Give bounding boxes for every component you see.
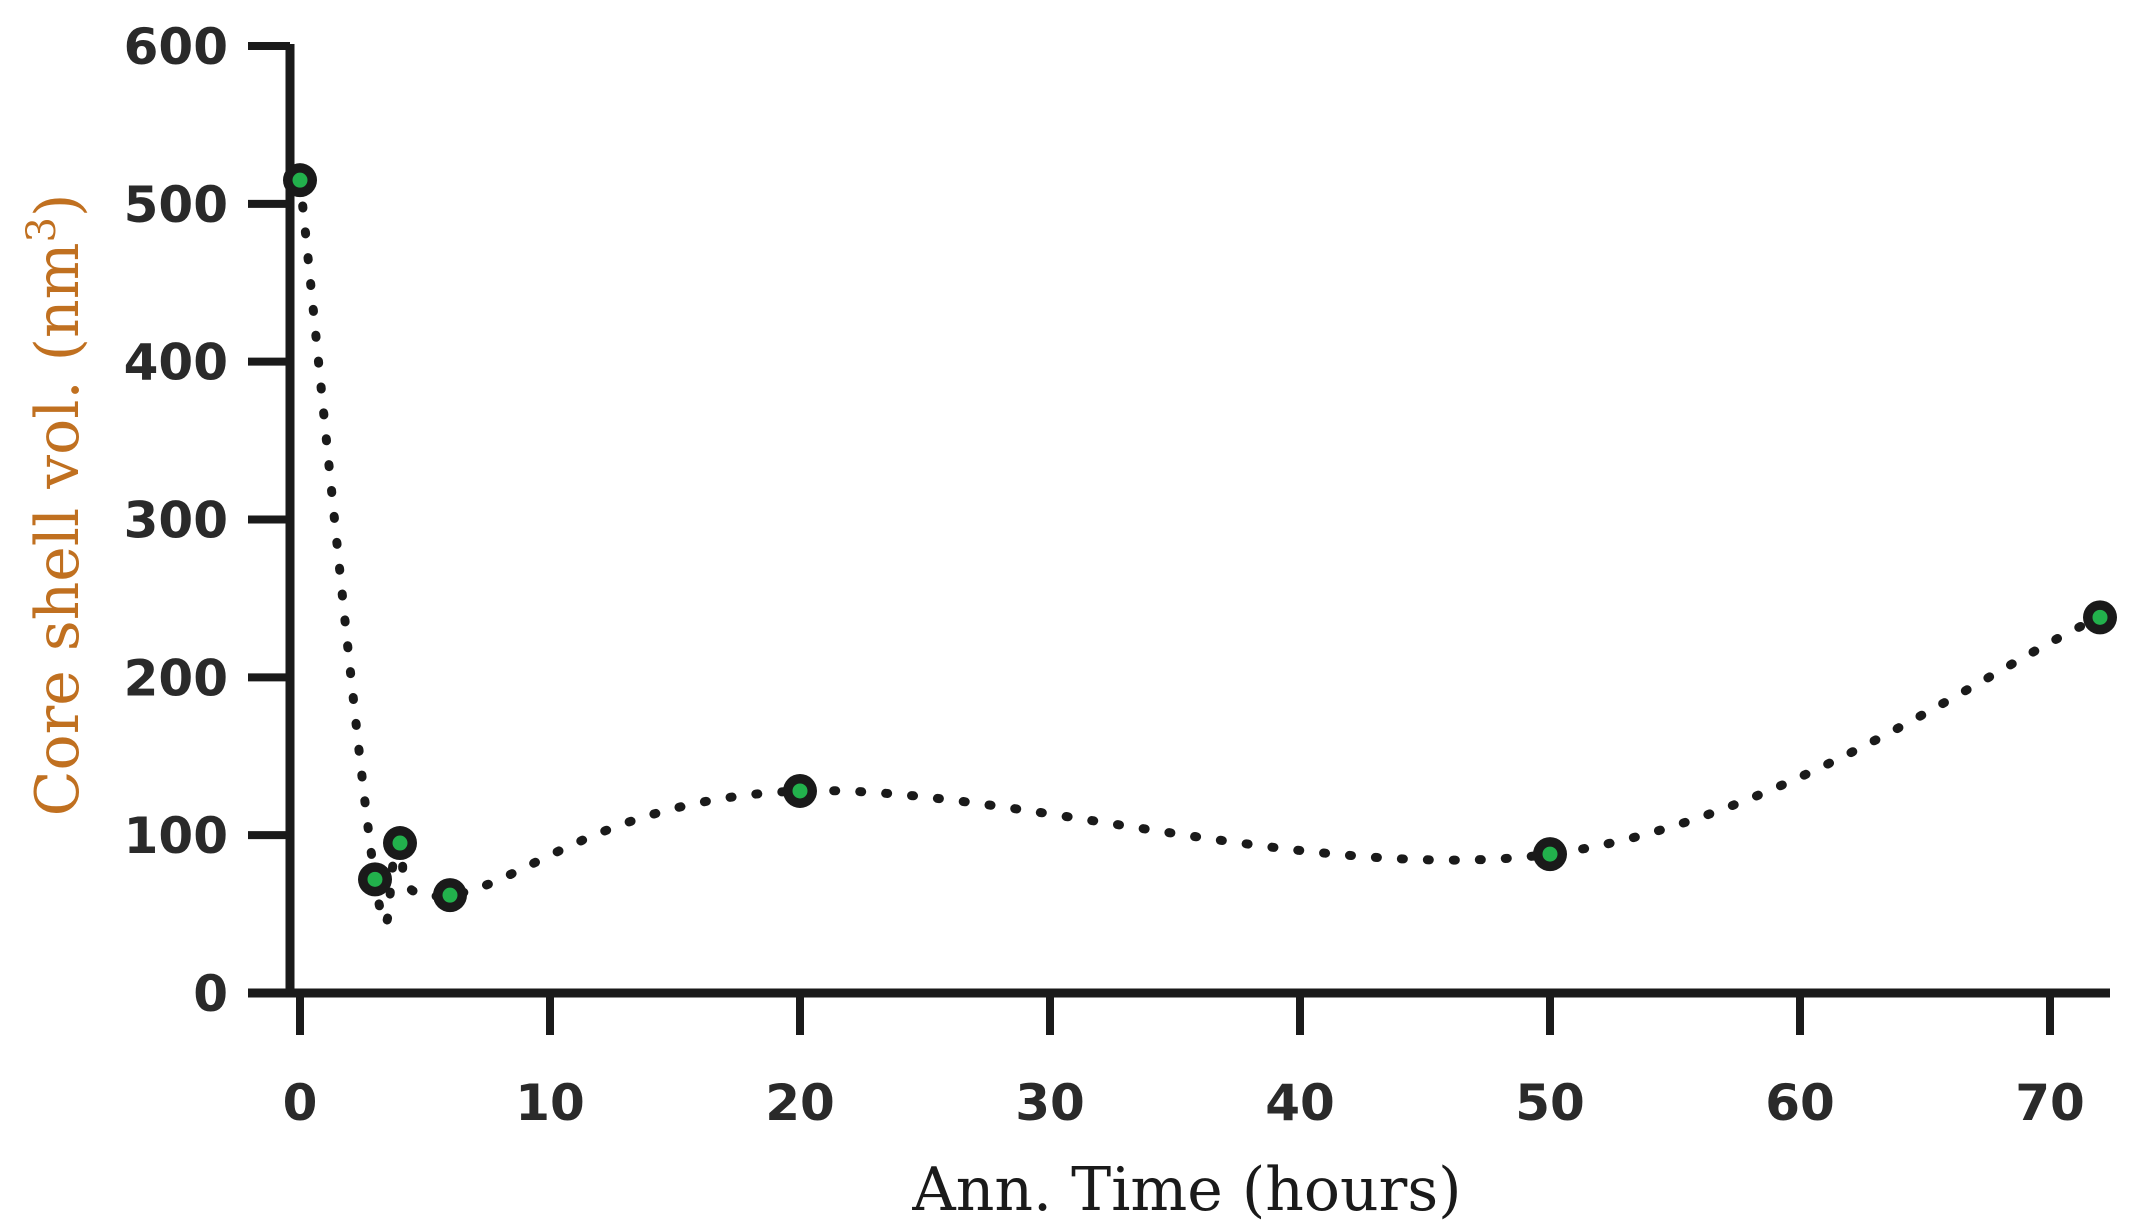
data-point <box>783 773 817 808</box>
x-axis-title: Ann. Time (hours) <box>911 1155 1461 1225</box>
x-tick-label: 60 <box>1765 1074 1835 1132</box>
y-axis-title: Core shell vol. (nm3) <box>19 194 93 817</box>
data-point <box>433 878 467 913</box>
y-tick-label: 200 <box>124 649 228 707</box>
data-point-center <box>792 783 808 799</box>
data-point-center <box>1542 846 1558 862</box>
x-tick-label: 50 <box>1515 1074 1585 1132</box>
data-point-center <box>367 871 383 887</box>
x-tick-label: 0 <box>283 1074 318 1132</box>
data-point <box>383 826 417 861</box>
data-point <box>2083 600 2117 635</box>
y-tick-label: 400 <box>124 334 228 392</box>
y-tick-label: 300 <box>124 492 228 550</box>
y-tick-label: 100 <box>124 807 228 865</box>
data-point <box>358 862 392 897</box>
y-tick-label: 0 <box>193 965 228 1023</box>
y-axis-title-main: Core shell vol. (nm <box>23 242 93 816</box>
data-point <box>1533 837 1567 872</box>
data-point-layer <box>283 163 2117 913</box>
data-point <box>283 163 317 198</box>
y-tick-label: 600 <box>124 18 228 76</box>
data-point-center <box>2092 609 2108 625</box>
dotted-trend-line <box>295 175 2105 929</box>
trend-line-layer <box>295 175 2105 929</box>
y-tick-label: 500 <box>124 176 228 234</box>
axes <box>248 42 2110 1035</box>
y-axis-title-close: ) <box>23 194 93 217</box>
x-tick-label: 70 <box>2015 1074 2085 1132</box>
y-axis-title-superscript: 3 <box>19 217 65 242</box>
x-tick-labels: 0 10 20 30 40 50 60 70 <box>283 1074 2085 1132</box>
y-tick-labels: 0 100 200 300 400 500 600 <box>124 18 228 1023</box>
data-point-center <box>392 835 408 851</box>
x-tick-label: 30 <box>1015 1074 1085 1132</box>
x-tick-label: 40 <box>1265 1074 1335 1132</box>
x-tick-label: 20 <box>765 1074 835 1132</box>
data-point-center <box>292 172 308 188</box>
data-point-center <box>442 887 458 903</box>
x-tick-label: 10 <box>515 1074 585 1132</box>
